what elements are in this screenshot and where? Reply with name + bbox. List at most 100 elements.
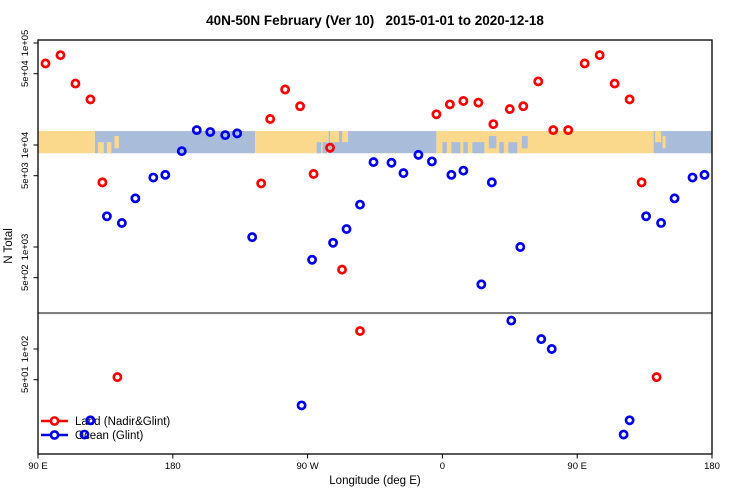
band-segment-ocean xyxy=(328,131,437,154)
data-point-ocean xyxy=(341,224,352,234)
data-point-land xyxy=(651,372,662,383)
data-point-ocean xyxy=(641,211,652,222)
band-patch-land xyxy=(114,136,119,149)
band-patch-ocean xyxy=(488,136,497,149)
data-point-land xyxy=(112,372,123,383)
band-patch-ocean xyxy=(521,136,528,149)
data-point-land xyxy=(533,76,544,87)
y-tick-label: 5e+01 xyxy=(20,366,31,393)
data-point-land xyxy=(579,58,590,69)
data-point-ocean xyxy=(476,279,487,290)
data-point-land xyxy=(55,50,66,61)
band-patch-ocean xyxy=(463,142,468,154)
plot-border xyxy=(37,39,713,455)
chart-title: 40N-50N February (Ver 10) 2015-01-01 to … xyxy=(206,13,544,28)
x-tick-label: 90 E xyxy=(567,461,587,472)
data-point-land xyxy=(636,177,647,188)
band-patch-land xyxy=(342,131,349,143)
data-point-land xyxy=(431,109,442,120)
data-point-land xyxy=(355,326,365,336)
data-point-ocean xyxy=(116,218,127,228)
band-segment-land xyxy=(255,131,329,154)
data-point-ocean xyxy=(307,254,318,265)
data-point-land xyxy=(444,99,455,110)
x-axis: 90 E 180 90 W 0 90 E 180 xyxy=(28,454,720,472)
data-point-ocean xyxy=(398,168,409,179)
data-point-land xyxy=(548,125,559,136)
legend-marker-land-icon xyxy=(49,416,60,426)
data-point-ocean xyxy=(458,165,469,176)
y-tick-label: 5e+04 xyxy=(20,60,31,87)
y-axis: 1e+05 5e+04 1e+04 5e+03 1e+03 5e+02 1e+02 5e+01 xyxy=(20,30,38,393)
band-patch-ocean xyxy=(442,142,447,154)
band-patch-land xyxy=(655,131,662,143)
data-point-land xyxy=(325,142,336,153)
legend-label-ocean: Ocean (Glint) xyxy=(75,430,144,442)
band-segment-land xyxy=(38,131,95,154)
band-segment-land xyxy=(436,131,654,154)
band-patch-land xyxy=(97,142,104,154)
data-point-land xyxy=(85,94,96,105)
band-patch-land xyxy=(330,131,340,143)
data-point-land xyxy=(609,78,620,89)
y-tick-label: 5e+02 xyxy=(20,264,31,291)
data-point-land xyxy=(97,177,108,188)
band-segment-ocean xyxy=(94,131,256,154)
x-tick-label: 90 W xyxy=(297,461,319,472)
data-point-ocean xyxy=(624,415,635,426)
y-tick-label: 5e+03 xyxy=(20,162,31,189)
data-point-ocean xyxy=(446,169,457,180)
data-point-land xyxy=(256,178,267,189)
y-tick-label: 1e+02 xyxy=(20,336,31,363)
legend-marker-ocean-icon xyxy=(49,430,60,440)
data-point-ocean xyxy=(386,157,397,168)
data-point-ocean xyxy=(130,193,141,204)
data-point-land xyxy=(594,50,605,61)
x-tick-label: 180 xyxy=(165,461,181,472)
data-point-ocean xyxy=(355,199,365,210)
data-point-ocean xyxy=(85,415,96,426)
data-point-land xyxy=(337,264,347,275)
land-ocean-band xyxy=(38,131,712,154)
data-point-land xyxy=(488,119,499,130)
legend-label-land: Land (Nadir&Glint) xyxy=(75,416,170,428)
data-point-ocean xyxy=(413,149,424,160)
data-point-ocean xyxy=(79,429,90,440)
y-tick-label: 1e+05 xyxy=(20,30,31,57)
data-point-land xyxy=(624,94,635,105)
band-patch-ocean xyxy=(472,142,485,154)
data-point-land xyxy=(70,78,81,89)
data-point-ocean xyxy=(160,169,171,180)
band-patch-ocean xyxy=(499,142,504,154)
data-point-land xyxy=(504,104,515,115)
band-patch-land xyxy=(662,136,666,149)
data-point-ocean xyxy=(699,169,710,180)
band-patch-land xyxy=(106,142,112,154)
band-patch-ocean xyxy=(451,142,461,154)
data-point-ocean xyxy=(191,125,202,136)
data-point-ocean xyxy=(506,315,517,326)
data-point-land xyxy=(280,84,291,95)
data-point-ocean xyxy=(618,429,629,440)
y-tick-label: 1e+03 xyxy=(20,234,31,261)
x-tick-label: 90 E xyxy=(28,461,48,472)
data-point-land xyxy=(265,114,276,124)
data-point-ocean xyxy=(486,177,497,188)
x-tick-label: 0 xyxy=(440,461,445,472)
band-segment-ocean xyxy=(653,131,712,154)
data-point-ocean xyxy=(426,156,437,167)
data-point-land xyxy=(518,101,529,112)
data-point-ocean xyxy=(328,237,339,248)
data-point-ocean xyxy=(515,242,526,252)
data-point-ocean xyxy=(148,172,159,183)
data-point-ocean xyxy=(368,157,379,168)
data-point-land xyxy=(308,169,319,179)
data-point-ocean xyxy=(247,232,258,243)
data-point-ocean xyxy=(296,400,307,411)
data-point-ocean xyxy=(220,130,231,141)
data-point-land xyxy=(295,101,306,112)
data-point-ocean xyxy=(232,128,243,139)
x-tick-label: 180 xyxy=(704,461,720,472)
